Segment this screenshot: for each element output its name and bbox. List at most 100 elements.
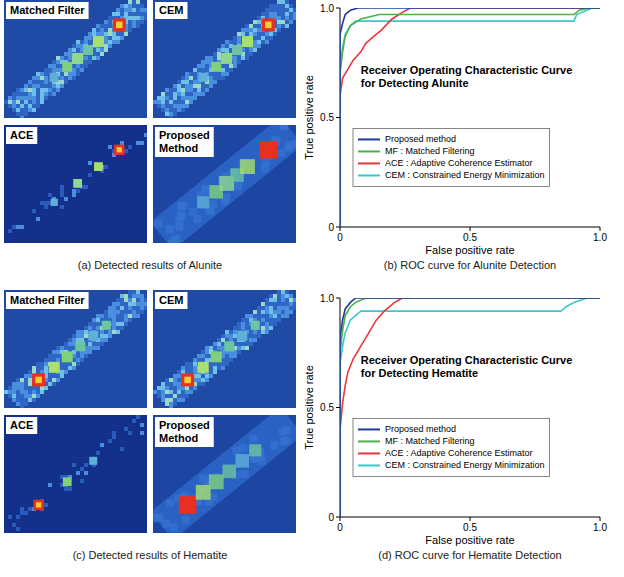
- pixel: [120, 447, 124, 451]
- pixel: [177, 370, 181, 374]
- pixel: [124, 427, 128, 431]
- target: [260, 141, 278, 159]
- pixel: [136, 16, 140, 20]
- pixel: [80, 334, 84, 338]
- pixel: [245, 32, 249, 36]
- pixel: [277, 298, 281, 302]
- pixel: [265, 36, 269, 40]
- x-tick-label: 0.5: [463, 522, 477, 533]
- pixel: [104, 334, 108, 338]
- pixel: [124, 318, 128, 322]
- pixel: [12, 108, 16, 112]
- tile-label: ProposedMethod: [159, 129, 210, 154]
- pixel: [193, 80, 197, 84]
- pixel: [185, 366, 189, 370]
- pixel: [36, 394, 40, 398]
- pixel: [52, 84, 56, 88]
- pixel: [140, 310, 144, 314]
- pixel: [88, 322, 92, 326]
- pixel: [28, 370, 32, 374]
- pixel: [24, 390, 28, 394]
- tile-label-box: [6, 2, 89, 19]
- pixel: [177, 394, 181, 398]
- pixel: [225, 354, 229, 358]
- pixel: [217, 338, 221, 342]
- pixel: [92, 28, 96, 32]
- pixel: [12, 100, 16, 104]
- pixel: [32, 96, 36, 100]
- legend-label: MF : Matched Filtering: [385, 146, 475, 156]
- pixel: [116, 32, 120, 36]
- roc-curve: [340, 298, 600, 517]
- pixel: [249, 32, 253, 36]
- pixel: [144, 306, 147, 310]
- pixel: [28, 92, 32, 96]
- target-core: [116, 22, 123, 29]
- pixel: [64, 80, 68, 84]
- pixel: [68, 72, 72, 76]
- pixel: [76, 40, 80, 44]
- pixel: [181, 370, 185, 374]
- pixel: [245, 314, 249, 318]
- pixel: [72, 64, 76, 68]
- pixel: [140, 12, 144, 16]
- pixel: [16, 100, 20, 104]
- pixel: [253, 48, 257, 52]
- pixel: [281, 298, 285, 302]
- y-tick: [336, 298, 340, 299]
- pixel: [173, 84, 177, 88]
- pixel: [40, 84, 44, 88]
- legend-swatch: [358, 150, 380, 152]
- pixel: [181, 394, 185, 398]
- pixel: [88, 60, 92, 64]
- pixel: [293, 302, 296, 306]
- pixel: [100, 24, 104, 28]
- legend-label: MF : Matched Filtering: [385, 436, 475, 446]
- detection-image: [153, 125, 296, 243]
- pixel: [16, 88, 20, 92]
- pixel: [277, 16, 281, 20]
- pixel: [193, 358, 197, 362]
- pixel: [116, 8, 120, 12]
- pixel: [84, 40, 88, 44]
- pixel: [16, 394, 20, 398]
- tile-label-box: [6, 127, 37, 144]
- pixel: [205, 378, 209, 382]
- pixel: [20, 382, 24, 386]
- pixel: [108, 36, 112, 40]
- pixel: [124, 294, 128, 298]
- pixel: [229, 40, 233, 44]
- pixel: [76, 44, 80, 48]
- pixel: [48, 378, 52, 382]
- pixel: [197, 88, 201, 92]
- pixel: [56, 378, 60, 382]
- pixel: [265, 32, 269, 36]
- pixel: [124, 310, 128, 314]
- pixel: [108, 16, 112, 20]
- pixel: [289, 20, 293, 24]
- y-tick: [336, 227, 340, 228]
- pixel: [28, 80, 32, 84]
- pixel: [173, 374, 177, 378]
- pixel: [100, 314, 104, 318]
- target: [237, 331, 247, 341]
- pixel: [40, 370, 44, 374]
- tile-label: CEM: [159, 4, 183, 16]
- pixel: [221, 64, 225, 68]
- pixel: [56, 358, 60, 362]
- legend-swatch: [358, 428, 380, 430]
- strip-texture: [261, 164, 269, 172]
- pixel: [32, 100, 36, 104]
- pixel: [233, 64, 237, 68]
- pixel: [253, 310, 257, 314]
- pixel: [52, 92, 56, 96]
- pixel: [44, 205, 48, 209]
- pixel: [32, 80, 36, 84]
- pixel: [20, 225, 24, 229]
- pixel: [84, 471, 88, 475]
- pixel: [269, 36, 273, 40]
- y-axis-title: True positive rate: [303, 75, 315, 160]
- pixel: [201, 382, 205, 386]
- pixel: [32, 209, 36, 213]
- pixel: [237, 36, 241, 40]
